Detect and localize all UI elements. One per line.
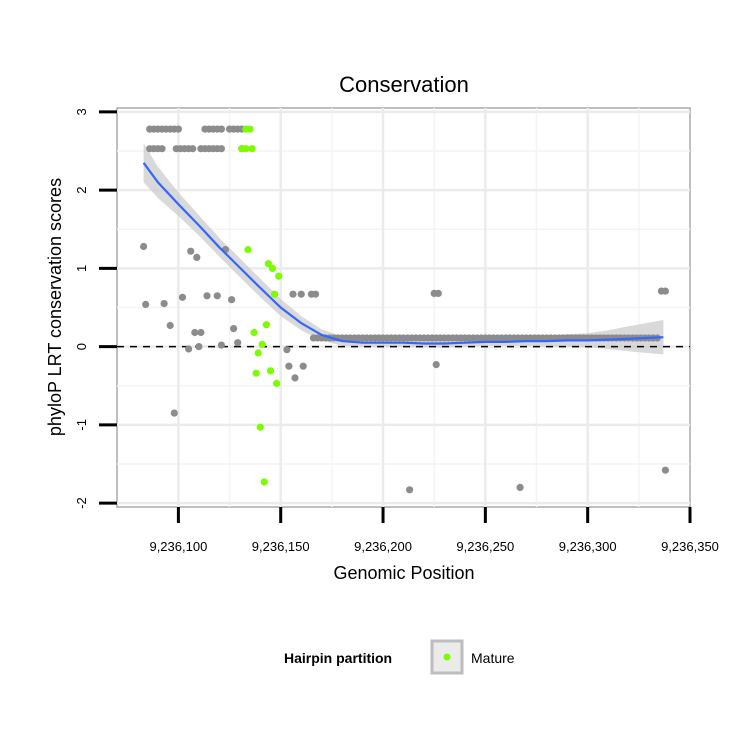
smooth-layer <box>142 162 664 345</box>
x-axis-title: Genomic Position <box>333 563 474 583</box>
other-point <box>516 483 524 491</box>
other-point <box>195 343 203 351</box>
mature-point <box>275 272 283 280</box>
legend: Hairpin partition Mature <box>284 639 515 675</box>
other-point <box>432 361 440 369</box>
x-tick-label: 9,236,200 <box>354 539 412 554</box>
y-tick-label: -2 <box>74 497 89 509</box>
x-tick-label: 9,236,250 <box>456 539 514 554</box>
other-point <box>228 296 236 304</box>
smooth-line <box>142 162 664 345</box>
other-point <box>289 290 297 298</box>
mature-point <box>248 145 256 153</box>
mature-point <box>262 321 270 329</box>
mature-point <box>250 328 258 337</box>
other-point <box>170 409 178 417</box>
other-point <box>197 328 205 337</box>
other-point <box>297 290 305 298</box>
mature-point <box>254 349 262 357</box>
other-point <box>434 289 442 297</box>
other-point <box>160 300 168 308</box>
legend-label-mature: Mature <box>471 650 515 666</box>
other-point <box>166 321 174 330</box>
other-point <box>140 242 148 251</box>
x-tick-label: 9,236,150 <box>252 539 310 554</box>
axes: -2 -1 0 1 2 3 9,236,100 9,236,150 9,236,200 9,236… <box>74 108 719 554</box>
y-tick-label: 2 <box>74 187 89 194</box>
x-tick-label: 9,236,350 <box>661 539 719 554</box>
mature-point <box>252 369 260 377</box>
other-point <box>187 247 195 255</box>
y-axis-title: phyloP LRT conservation scores <box>45 178 65 436</box>
mature-point <box>260 478 268 486</box>
legend-title: Hairpin partition <box>284 650 392 666</box>
other-point <box>193 253 201 261</box>
mature-point <box>268 264 277 272</box>
other-point <box>217 145 225 153</box>
other-point <box>158 145 166 153</box>
other-point <box>217 341 225 349</box>
mature-point <box>256 423 264 431</box>
mature-point <box>271 290 279 298</box>
other-point <box>185 345 193 353</box>
chart-title: Conservation <box>339 72 469 97</box>
other-point <box>178 293 187 301</box>
other-point <box>217 125 225 133</box>
mature-point <box>264 260 272 268</box>
mature-point <box>242 145 250 153</box>
other-point <box>234 339 242 347</box>
y-tick-label: 0 <box>74 343 89 350</box>
other-point <box>311 290 320 298</box>
other-point <box>142 300 150 308</box>
other-point <box>203 292 211 300</box>
mature-point <box>244 246 252 254</box>
y-tick-label: -1 <box>74 419 89 431</box>
other-point <box>291 374 299 382</box>
other-point <box>406 486 414 494</box>
x-tick-label: 9,236,100 <box>149 539 207 554</box>
mature-point <box>266 367 275 375</box>
mature-point <box>273 379 281 387</box>
other-point <box>191 328 199 337</box>
other-point <box>285 362 293 370</box>
other-point <box>283 346 291 354</box>
other-point <box>661 287 670 295</box>
other-point <box>174 125 182 133</box>
other-point <box>213 292 221 300</box>
y-tick-label: 3 <box>74 108 89 115</box>
other-point <box>189 145 197 153</box>
legend-marker-mature <box>443 653 451 661</box>
y-tick-label: 1 <box>74 265 89 272</box>
other-point <box>299 362 307 370</box>
mature-point <box>246 125 254 133</box>
other-point <box>661 466 670 474</box>
other-point <box>230 325 238 333</box>
mature-point <box>258 340 266 348</box>
x-tick-label: 9,236,300 <box>559 539 617 554</box>
